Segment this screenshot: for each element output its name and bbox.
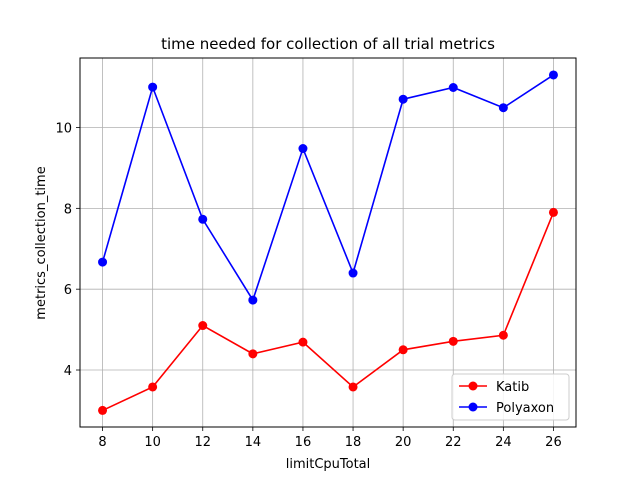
legend-label-polyaxon: Polyaxon — [496, 401, 554, 416]
data-point-polyaxon — [448, 83, 458, 93]
legend: Katib Polyaxon — [451, 373, 570, 421]
series-line-katib — [102, 212, 555, 412]
x-tick-label: 14 — [245, 435, 262, 450]
legend-item-katib: Katib — [459, 380, 529, 395]
data-point-polyaxon — [348, 268, 358, 278]
data-point-katib — [248, 349, 258, 359]
y-tick-label: 6 — [64, 283, 72, 298]
legend-item-polyaxon: Polyaxon — [459, 401, 554, 416]
legend-marker-katib — [468, 381, 478, 391]
series-layer — [98, 70, 558, 415]
grid-lines — [80, 58, 576, 427]
x-tick-label: 12 — [194, 435, 211, 450]
x-tick-label: 8 — [98, 435, 106, 450]
data-point-katib — [448, 336, 458, 346]
chart-title: time needed for collection of all trial … — [161, 35, 495, 53]
data-point-polyaxon — [148, 82, 158, 92]
data-point-katib — [548, 207, 558, 217]
y-tick-label: 4 — [64, 364, 72, 379]
series-polyaxon — [98, 70, 558, 305]
data-point-katib — [298, 337, 308, 347]
series-katib — [98, 207, 558, 415]
plot-frame — [79, 57, 577, 428]
x-tick-label: 22 — [445, 435, 462, 450]
x-tick-label: 18 — [345, 435, 362, 450]
y-tick-label: 8 — [64, 202, 72, 217]
y-axis-label: metrics_collection_time — [34, 166, 49, 319]
x-axis: 8 10 12 14 16 18 20 22 24 26 — [98, 427, 562, 450]
legend-label-katib: Katib — [496, 380, 529, 395]
data-point-katib — [498, 330, 508, 340]
x-axis-label: limitCpuTotal — [286, 457, 371, 472]
data-point-polyaxon — [398, 94, 408, 104]
data-point-polyaxon — [548, 70, 558, 80]
data-point-katib — [98, 405, 108, 415]
y-tick-label: 10 — [55, 122, 72, 137]
y-axis: 4 6 8 10 — [55, 122, 80, 379]
x-tick-label: 16 — [295, 435, 312, 450]
data-point-katib — [398, 345, 408, 355]
legend-marker-polyaxon — [468, 402, 478, 412]
data-point-polyaxon — [248, 295, 258, 305]
x-tick-label: 24 — [495, 435, 512, 450]
data-point-polyaxon — [498, 103, 508, 113]
data-point-polyaxon — [298, 144, 308, 154]
data-point-katib — [198, 321, 208, 331]
data-point-polyaxon — [98, 257, 108, 267]
x-tick-label: 26 — [545, 435, 562, 450]
data-point-katib — [348, 382, 358, 392]
data-point-polyaxon — [198, 214, 208, 224]
series-line-polyaxon — [101, 74, 554, 302]
x-tick-label: 20 — [395, 435, 412, 450]
x-tick-label: 10 — [144, 435, 161, 450]
data-point-katib — [148, 382, 158, 392]
